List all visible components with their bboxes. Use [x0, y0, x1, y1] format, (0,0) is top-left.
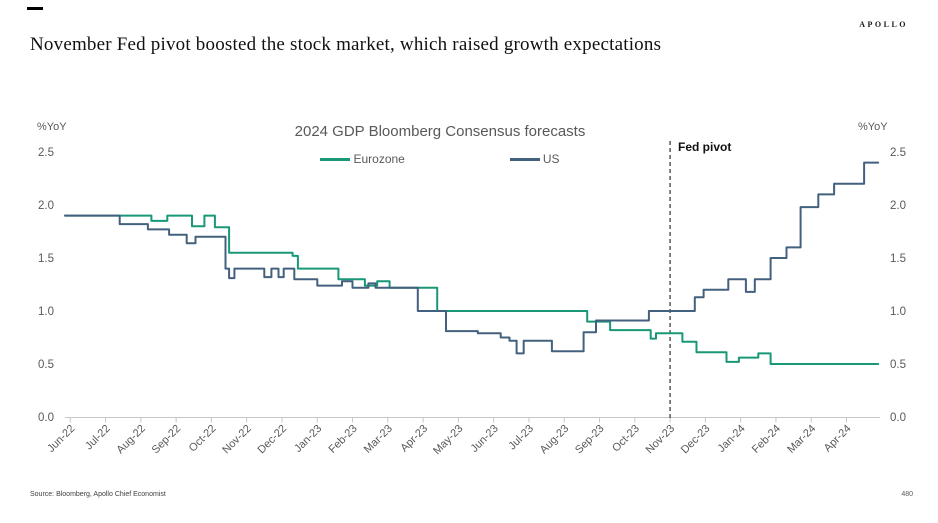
source-note: Source: Bloomberg, Apollo Chief Economis…: [30, 491, 166, 498]
legend-label-us: US: [542, 152, 560, 166]
svg-text:Nov-22: Nov-22: [220, 423, 254, 457]
svg-text:Mar-23: Mar-23: [362, 423, 395, 456]
top-rule: [27, 7, 43, 10]
svg-text:Mar-24: Mar-24: [785, 423, 818, 456]
svg-text:May-23: May-23: [431, 423, 465, 457]
svg-text:Aug-23: Aug-23: [538, 423, 572, 457]
fed-pivot-annotation: Fed pivot: [678, 140, 732, 154]
svg-text:Oct-23: Oct-23: [610, 423, 642, 455]
page-title: November Fed pivot boosted the stock mar…: [30, 34, 662, 55]
svg-text:1.0: 1.0: [38, 306, 54, 318]
chart-legend: Eurozone US: [65, 152, 815, 166]
svg-text:Jul-23: Jul-23: [506, 423, 536, 453]
page-number: 480: [901, 491, 913, 498]
svg-text:Apr-23: Apr-23: [398, 423, 430, 455]
svg-text:Apr-24: Apr-24: [822, 423, 854, 455]
svg-text:1.0: 1.0: [890, 306, 906, 318]
svg-text:Sep-23: Sep-23: [573, 423, 607, 457]
us-line-swatch: [509, 157, 540, 161]
svg-text:1.5: 1.5: [38, 253, 54, 265]
svg-text:Jun-22: Jun-22: [45, 423, 77, 455]
eurozone-line-swatch: [320, 157, 351, 161]
svg-text:Feb-23: Feb-23: [327, 423, 360, 456]
legend-item-us: US: [509, 152, 560, 166]
chart-title: 2024 GDP Bloomberg Consensus forecasts: [294, 123, 586, 140]
y-axis-unit-right: %YoY: [858, 121, 888, 133]
svg-text:Dec-22: Dec-22: [256, 423, 290, 457]
svg-text:Feb-24: Feb-24: [750, 423, 783, 456]
svg-text:Jul-22: Jul-22: [83, 423, 113, 453]
svg-text:Aug-22: Aug-22: [114, 423, 148, 457]
svg-text:Oct-22: Oct-22: [187, 423, 219, 455]
svg-text:Jun-23: Jun-23: [469, 423, 501, 455]
svg-text:2.5: 2.5: [38, 147, 54, 159]
legend-item-eurozone: Eurozone: [320, 152, 405, 166]
svg-text:Nov-23: Nov-23: [644, 423, 678, 457]
legend-label-eurozone: Eurozone: [353, 152, 405, 166]
svg-text:Dec-23: Dec-23: [679, 423, 713, 457]
svg-text:2.5: 2.5: [890, 147, 906, 159]
svg-text:0.5: 0.5: [38, 359, 54, 371]
svg-text:0.0: 0.0: [890, 412, 906, 424]
svg-text:0.0: 0.0: [38, 412, 54, 424]
y-axis-unit-left: %YoY: [37, 121, 67, 133]
svg-text:1.5: 1.5: [890, 253, 906, 265]
svg-text:0.5: 0.5: [890, 359, 906, 371]
svg-text:2.0: 2.0: [890, 200, 906, 212]
svg-text:2.0: 2.0: [38, 200, 54, 212]
svg-text:Jan-24: Jan-24: [715, 423, 747, 455]
apollo-logo: APOLLO: [859, 20, 908, 29]
svg-text:Jan-23: Jan-23: [292, 423, 324, 455]
svg-text:Sep-22: Sep-22: [150, 423, 184, 457]
